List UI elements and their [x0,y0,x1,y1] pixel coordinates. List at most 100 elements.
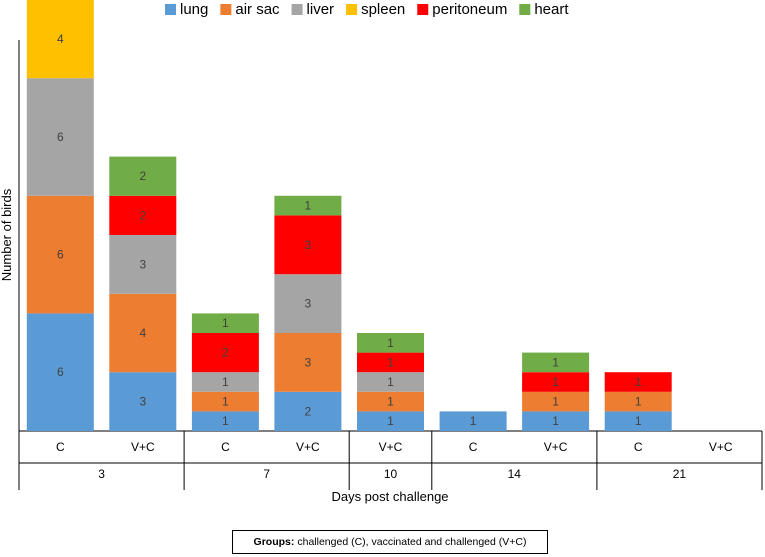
data-label: 1 [222,375,229,389]
legend-label: peritoneum [432,1,507,18]
x-tick-label: V+C [379,440,403,454]
bar-segment-air-sac [191,391,259,412]
x-tick-label: C [634,440,643,454]
x-tick-label: V+C [131,440,155,454]
legend-swatch-peritoneum [417,4,429,15]
data-label: 3 [305,238,312,252]
bar-segment-liver [191,372,259,392]
bar-segment-liver [274,274,342,333]
data-label: 1 [305,199,312,213]
x-group-label: 7 [263,467,270,481]
data-label: 2 [139,169,146,183]
data-label: 1 [387,336,394,350]
legend-label: lung [180,1,208,18]
bar-segment-peritoneum [522,372,590,392]
data-label: 6 [57,365,64,379]
data-label: 2 [139,208,146,222]
x-tick-label: V+C [296,440,320,454]
data-label: 6 [57,248,64,262]
bar-segment-air-sac [357,391,424,412]
bar-segment-lung [26,313,94,431]
data-label: 1 [387,375,394,389]
tick-labels: C V+C C V+C V+C C V+C C V+C 3 7 10 14 21 [18,431,763,490]
data-label: 1 [470,414,477,428]
legend-swatch-liver [291,4,303,15]
data-label: 1 [635,395,642,409]
bar-segment-peritoneum [274,215,342,275]
data-label: 1 [222,414,229,428]
bar-segment-liver [109,235,177,294]
data-label: 4 [57,32,64,46]
data-label: 1 [222,395,229,409]
data-label: 1 [552,375,559,389]
bar-segment-heart [357,333,424,353]
bar-segment-air-sac [522,391,590,412]
data-label: 3 [139,257,146,271]
bar-segment-lung [439,411,507,431]
x-group-label: 3 [98,467,105,481]
data-label: 2 [222,346,229,360]
groups-footnote: Groups: challenged (C), vaccinated and c… [232,530,548,554]
legend-label: air sac [235,1,280,18]
data-label: 3 [305,297,312,311]
data-label: 3 [305,355,312,369]
bar-segment-lung [357,411,424,431]
legend-swatch-lung [165,4,176,15]
bar-segment-heart [109,156,177,196]
data-label: 2 [305,404,312,418]
bar-segment-spleen [26,0,94,79]
data-label: 4 [139,326,146,340]
x-tick-label: C [56,440,65,454]
bar-segment-lung [522,411,590,431]
bar-segment-liver [357,372,424,392]
legend-label: spleen [361,1,405,18]
legend-swatch-air-sac [220,4,232,15]
legend-swatch-spleen [346,4,358,15]
bar-segment-lung [274,391,342,431]
legend-swatch-heart [519,4,531,15]
data-label: 1 [552,395,559,409]
x-axis-title: Days post challenge [331,489,448,504]
bar-segment-air-sac [109,293,177,373]
data-label: 3 [139,395,146,409]
data-label: 6 [57,130,64,144]
footnote-text: challenged (C), vaccinated and challenge… [297,536,527,548]
data-label: 1 [552,355,559,369]
bar-segment-peritoneum [357,352,424,373]
legend: lung air sac liver spleen peritoneum heart [165,1,569,18]
bar-segment-peritoneum [109,195,177,235]
bar-segment-heart [522,352,590,373]
data-label: 1 [387,395,394,409]
stacked-bar-chart: lung air sac liver spleen peritoneum heart Nu… [0,0,763,504]
legend-label: heart [534,1,569,18]
footnote-bold-label: Groups: [253,536,295,548]
bars: 6664663432211121233311111111111111 [26,0,672,431]
data-label: 1 [635,414,642,428]
data-label: 1 [222,316,229,330]
data-label: 1 [387,355,394,369]
bar-segment-lung [604,411,672,431]
bar-segment-air-sac [26,195,94,314]
bar-segment-peritoneum [604,372,672,392]
x-group-label: 21 [673,467,687,481]
bar-segment-heart [191,313,259,333]
x-tick-label: V+C [544,440,568,454]
bar-segment-air-sac [604,391,672,412]
x-tick-label: C [221,440,230,454]
bar-segment-lung [191,411,259,431]
x-tick-label: V+C [709,440,733,454]
data-label: 1 [387,414,394,428]
bar-segment-heart [274,195,342,216]
bar-segment-lung [109,372,177,431]
data-label: 1 [635,375,642,389]
bar-segment-air-sac [274,333,342,392]
bar-segment-peritoneum [191,333,259,373]
x-group-label: 14 [508,467,522,481]
legend-label: liver [307,1,335,18]
x-group-label: 10 [384,467,398,481]
y-axis-title: Number of birds [0,188,14,281]
data-label: 1 [552,414,559,428]
bar-segment-liver [26,78,94,196]
x-tick-label: C [469,440,478,454]
